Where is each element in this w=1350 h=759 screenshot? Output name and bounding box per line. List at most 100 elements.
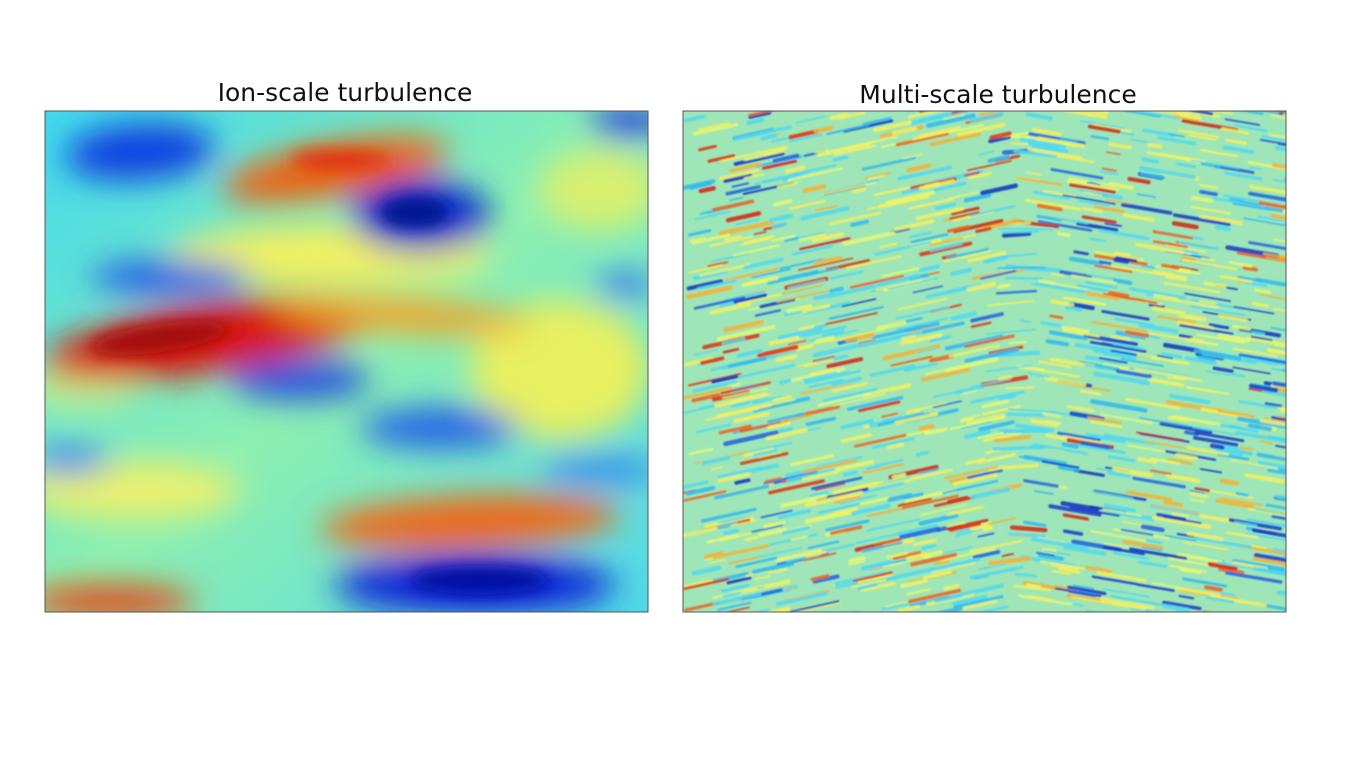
streak — [978, 420, 1015, 432]
streak — [996, 266, 1046, 269]
streak — [831, 638, 880, 649]
streak — [1224, 171, 1263, 181]
streak — [1120, 131, 1135, 136]
streak — [753, 231, 767, 236]
streak — [712, 544, 770, 560]
streak — [1266, 347, 1286, 355]
streak — [1251, 301, 1270, 308]
streak — [961, 414, 981, 421]
streak — [1062, 194, 1116, 205]
streak — [1099, 169, 1119, 176]
streak — [710, 466, 723, 471]
streak — [1190, 635, 1211, 639]
streak — [1231, 559, 1286, 572]
streak — [790, 535, 808, 541]
streak — [1101, 309, 1150, 321]
streak — [805, 550, 828, 558]
streak — [1016, 176, 1063, 186]
streak — [1282, 368, 1286, 372]
streak — [1087, 416, 1122, 425]
streak — [912, 129, 952, 141]
streak — [970, 487, 1011, 500]
streak — [831, 376, 862, 387]
streak — [768, 334, 804, 346]
streak — [1125, 397, 1181, 410]
streak — [1224, 118, 1261, 126]
streak — [983, 254, 1009, 264]
streak — [1089, 420, 1123, 429]
streak — [982, 218, 1021, 231]
streak — [721, 516, 745, 524]
streak — [809, 490, 829, 498]
streak — [1192, 426, 1239, 436]
streak — [1178, 334, 1193, 340]
streak — [699, 263, 751, 277]
streak — [1084, 565, 1113, 574]
streak — [1157, 354, 1174, 360]
streak — [1278, 468, 1286, 472]
streak — [745, 569, 772, 577]
streak — [1155, 265, 1201, 275]
streak — [988, 556, 1032, 566]
streak — [846, 395, 904, 411]
streak — [975, 226, 992, 234]
streak — [946, 505, 985, 516]
streak — [867, 174, 885, 180]
streak — [849, 626, 874, 631]
streak — [1267, 468, 1286, 475]
streak — [891, 472, 907, 480]
streak — [1157, 135, 1197, 146]
streak — [894, 219, 935, 232]
streak — [1262, 389, 1286, 397]
streak — [969, 204, 1016, 217]
streak — [1156, 315, 1196, 324]
streak — [733, 293, 768, 304]
streak — [978, 562, 1006, 571]
streak — [1058, 269, 1092, 279]
streak — [1133, 111, 1180, 120]
streak — [1259, 138, 1286, 146]
streak — [866, 197, 918, 211]
streak — [1193, 348, 1242, 361]
streak — [1214, 224, 1231, 232]
streak — [694, 348, 719, 356]
streak — [1197, 355, 1216, 363]
streak — [780, 413, 813, 423]
streak — [727, 356, 767, 369]
streak — [1220, 446, 1253, 456]
streak — [1248, 93, 1259, 95]
streak — [1164, 273, 1187, 282]
streak — [787, 279, 826, 289]
streak — [840, 433, 873, 443]
streak — [1232, 366, 1271, 375]
streak — [813, 125, 834, 134]
streak — [1206, 370, 1231, 377]
streak — [779, 258, 824, 270]
streak — [739, 237, 771, 247]
streak — [779, 640, 806, 646]
streak — [987, 517, 1017, 525]
streak — [1254, 288, 1271, 294]
streak — [825, 629, 867, 638]
streak — [1072, 584, 1095, 591]
streak — [691, 233, 730, 245]
streak — [920, 503, 968, 516]
streak — [869, 617, 884, 620]
streak — [1114, 251, 1131, 258]
streak — [728, 657, 764, 665]
streak — [752, 395, 783, 405]
streak — [1107, 455, 1136, 463]
streak — [722, 591, 741, 598]
streak — [1087, 124, 1121, 134]
streak — [1061, 325, 1090, 334]
streak — [1057, 53, 1100, 60]
streak — [1110, 335, 1131, 341]
streak — [1174, 586, 1221, 597]
streak — [1200, 148, 1239, 158]
streak — [709, 302, 752, 315]
streak — [777, 326, 823, 340]
streak — [740, 656, 776, 664]
streak — [686, 285, 733, 300]
streak — [850, 274, 905, 289]
streak — [777, 181, 799, 189]
